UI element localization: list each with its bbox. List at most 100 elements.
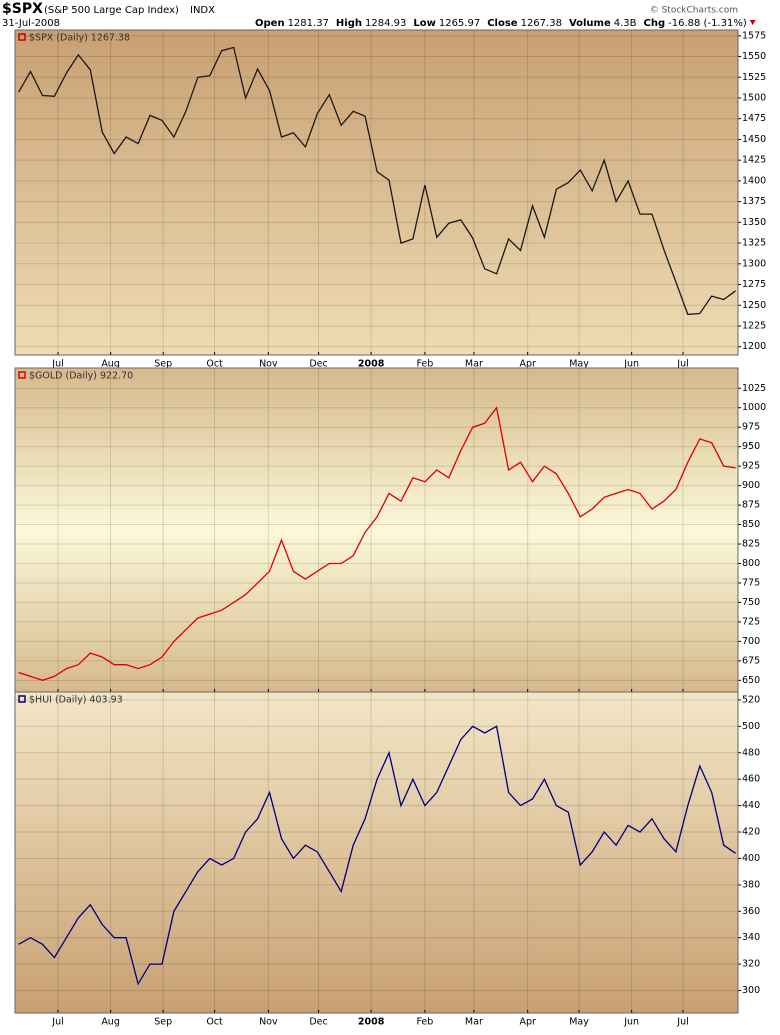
- y-tick-label: 700: [742, 636, 760, 647]
- quote-value: 1284.93: [365, 18, 406, 29]
- y-tick-label: 775: [742, 577, 760, 588]
- quote-value: -16.88 (-1.31%): [668, 18, 747, 29]
- y-tick-label: 1525: [742, 72, 766, 83]
- y-tick-label: 320: [742, 959, 760, 970]
- quote-label: Low: [413, 18, 435, 29]
- legend-swatch: [18, 371, 26, 379]
- x-tick-label: Jul: [676, 359, 688, 370]
- y-tick-label: 900: [742, 480, 760, 491]
- x-tick-label: May: [569, 1017, 589, 1028]
- quote-label: Volume: [569, 18, 611, 29]
- x-tick-label: Feb: [416, 1017, 433, 1028]
- series-line: [18, 406, 736, 681]
- y-tick-label: 825: [742, 539, 760, 550]
- y-tick-label: 675: [742, 655, 760, 666]
- y-tick-label: 380: [742, 879, 760, 890]
- panel-background: [15, 30, 738, 355]
- panel-border: [14, 29, 739, 356]
- x-tick-label: Aug: [101, 1017, 120, 1028]
- y-tick-label: 975: [742, 422, 760, 433]
- x-tick-label: Sep: [154, 1017, 172, 1028]
- x-tick-label: Jul: [51, 359, 63, 370]
- exchange: INDX: [190, 5, 215, 16]
- x-tick-label: Sep: [154, 359, 172, 370]
- quote-value: 1267.38: [521, 18, 562, 29]
- x-tick-label: Oct: [206, 359, 223, 370]
- y-tick-label: 725: [742, 616, 760, 627]
- y-tick-label: 1550: [742, 51, 766, 62]
- panel-background: [15, 368, 738, 692]
- y-tick-label: 1375: [742, 196, 766, 207]
- y-tick-label: 1475: [742, 113, 766, 124]
- y-tick-label: 1425: [742, 155, 766, 166]
- y-tick-label: 650: [742, 675, 760, 686]
- quote-label: Open: [255, 18, 285, 29]
- x-tick-label: Jun: [623, 359, 639, 370]
- y-tick-label: 850: [742, 519, 760, 530]
- x-tick-label: 2008: [358, 359, 385, 370]
- y-tick-label: 300: [742, 985, 760, 996]
- down-arrow: [749, 20, 756, 25]
- quote-label: High: [336, 18, 362, 29]
- index-name: (S&P 500 Large Cap Index): [44, 5, 179, 16]
- y-tick-label: 1400: [742, 175, 766, 186]
- quote-value: 1265.97: [439, 18, 480, 29]
- y-tick-label: 1250: [742, 300, 766, 311]
- y-tick-label: 460: [742, 774, 760, 785]
- y-tick-label: 1025: [742, 383, 766, 394]
- x-tick-label: Jul: [51, 1017, 63, 1028]
- x-tick-label: Oct: [206, 1017, 223, 1028]
- x-tick-label: Jul: [676, 1017, 688, 1028]
- legend-label: $GOLD (Daily) 922.70: [29, 371, 133, 382]
- series-line: [18, 46, 736, 316]
- series-line: [18, 725, 736, 986]
- quote-value: 1281.37: [288, 18, 329, 29]
- legend-swatch: [18, 695, 26, 703]
- y-tick-label: 1450: [742, 134, 766, 145]
- y-tick-label: 1325: [742, 238, 766, 249]
- x-tick-label: Feb: [416, 359, 433, 370]
- y-tick-label: 520: [742, 694, 760, 705]
- x-tick-label: Apr: [519, 1017, 536, 1028]
- x-tick-label: Nov: [259, 359, 278, 370]
- quote: Open 1281.37 High 1284.93 Low 1265.97 Close 126…: [255, 18, 747, 29]
- x-tick-label: May: [569, 359, 589, 370]
- y-tick-label: 1575: [742, 30, 766, 41]
- y-tick-label: 800: [742, 558, 760, 569]
- x-tick-label: Mar: [465, 359, 483, 370]
- y-tick-label: 340: [742, 932, 760, 943]
- legend-swatch: [18, 33, 26, 41]
- y-tick-label: 360: [742, 906, 760, 917]
- y-tick-label: 1000: [742, 402, 766, 413]
- y-tick-label: 420: [742, 827, 760, 838]
- x-tick-label: Nov: [259, 1017, 278, 1028]
- x-tick-label: Mar: [465, 1017, 483, 1028]
- quote-value: 4.3B: [614, 18, 637, 29]
- legend-label: $SPX (Daily) 1267.38: [29, 33, 130, 44]
- x-tick-label: 2008: [358, 1017, 385, 1028]
- x-tick-label: Jun: [623, 1017, 639, 1028]
- y-tick-label: 1225: [742, 320, 766, 331]
- x-tick-label: Dec: [309, 359, 327, 370]
- quote-label: Chg: [644, 18, 666, 29]
- y-tick-label: 480: [742, 747, 760, 758]
- y-tick-label: 1350: [742, 217, 766, 228]
- y-tick-label: 500: [742, 721, 760, 732]
- y-tick-label: 1500: [742, 92, 766, 103]
- x-tick-label: Apr: [519, 359, 536, 370]
- y-tick-label: 925: [742, 461, 760, 472]
- y-tick-label: 875: [742, 500, 760, 511]
- panel-background: [15, 692, 738, 1013]
- y-tick-label: 1300: [742, 258, 766, 269]
- y-tick-label: 1200: [742, 341, 766, 352]
- y-tick-label: 1275: [742, 279, 766, 290]
- y-tick-label: 950: [742, 441, 760, 452]
- quote-label: Close: [487, 18, 518, 29]
- x-tick-label: Aug: [101, 359, 120, 370]
- y-tick-label: 400: [742, 853, 760, 864]
- y-tick-label: 750: [742, 597, 760, 608]
- credit: © StockCharts.com: [650, 6, 738, 16]
- date: 31-Jul-2008: [2, 18, 60, 29]
- symbol: $SPX: [2, 1, 43, 17]
